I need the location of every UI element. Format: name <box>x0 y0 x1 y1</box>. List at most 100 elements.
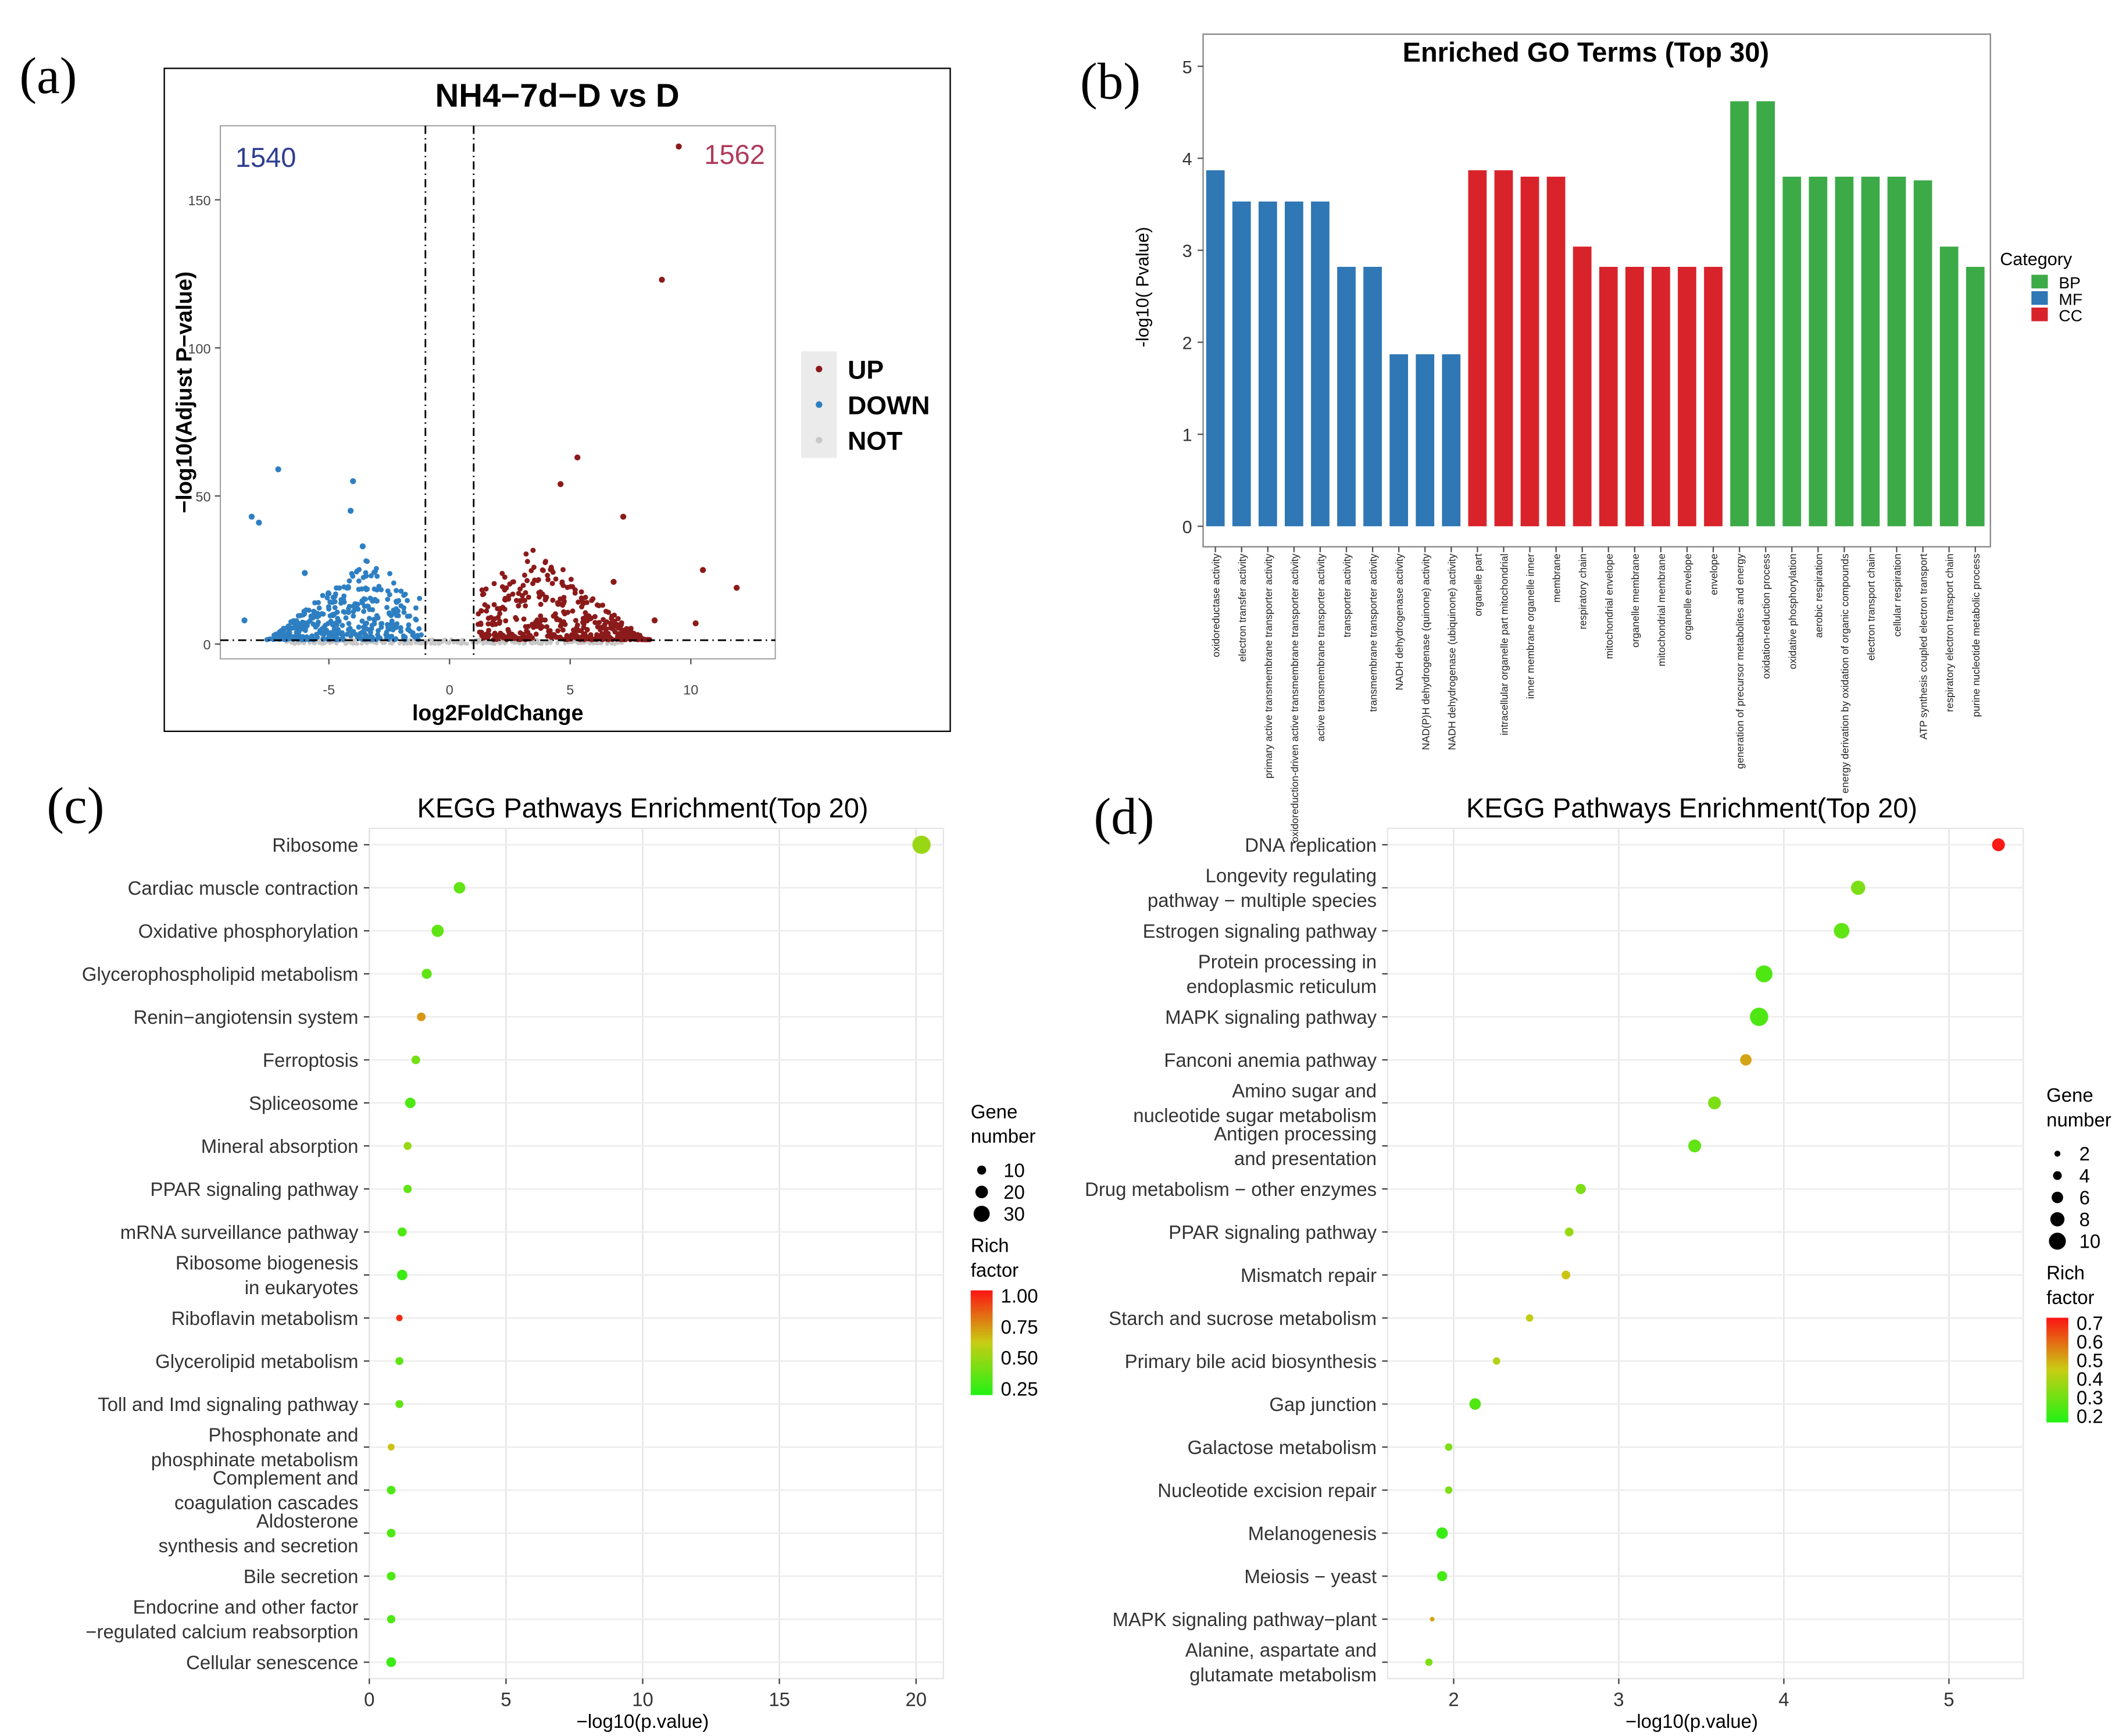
x-tick-label: purine nucleotide metabolic process <box>1970 553 1982 717</box>
size-legend-dot <box>977 1165 987 1175</box>
up-outlier-point <box>676 143 682 150</box>
pathway-dot <box>1469 1398 1481 1410</box>
down-point <box>295 633 301 638</box>
down-point <box>363 621 369 627</box>
down-point <box>394 608 400 613</box>
down-point <box>356 587 362 592</box>
x-tick-label: membrane <box>1551 553 1563 602</box>
y-tick-label: 3 <box>1182 241 1192 261</box>
down-point <box>370 598 376 604</box>
colorbar-segment <box>2046 1380 2068 1384</box>
pathway-dot <box>1750 1008 1768 1026</box>
pathway-dot <box>1708 1096 1721 1110</box>
down-point <box>366 616 372 621</box>
pathway-label: Melanogenesis <box>1248 1523 1377 1544</box>
colorbar-segment <box>2046 1335 2068 1339</box>
pathway-label-line: Ribosome biogenesis <box>176 1252 359 1274</box>
size-legend-label: 6 <box>2079 1187 2090 1208</box>
down-point <box>285 623 291 629</box>
colorbar-segment <box>2046 1333 2068 1337</box>
colorbar-segment <box>2046 1416 2068 1420</box>
y-tick-label: 0 <box>203 637 210 652</box>
up-point <box>478 620 484 626</box>
not-point <box>475 641 480 645</box>
not-point <box>312 641 316 645</box>
pathway-label-line: Melanogenesis <box>1248 1523 1377 1544</box>
colorbar-segment <box>2046 1354 2068 1358</box>
up-point <box>608 620 613 626</box>
colorbar-segment <box>2046 1388 2068 1392</box>
down-point <box>396 598 402 603</box>
pathway-label: Primary bile acid biosynthesis <box>1125 1351 1377 1372</box>
up-point <box>570 608 576 614</box>
up-point <box>510 579 516 585</box>
pathway-dot <box>396 1270 408 1281</box>
x-tick-label: intracellular organelle part mitochondri… <box>1499 553 1510 735</box>
x-tick-label: transporter activity <box>1341 553 1353 637</box>
not-point <box>323 641 327 645</box>
up-point <box>536 590 542 595</box>
pathway-label-line: Longevity regulating <box>1206 865 1377 887</box>
not-point <box>442 637 447 642</box>
down-point <box>332 605 338 610</box>
not-point <box>432 641 436 645</box>
pathway-dot <box>1755 965 1773 983</box>
up-point <box>545 577 551 583</box>
up-point <box>638 634 644 640</box>
up-point <box>561 600 567 606</box>
down-outlier-point <box>248 513 255 520</box>
down-point <box>305 620 310 626</box>
pathway-label-line: Fanconi anemia pathway <box>1164 1049 1377 1071</box>
size-legend-dot <box>2053 1171 2062 1180</box>
dot-plot-area <box>1387 827 2024 1680</box>
up-point <box>537 594 542 600</box>
pathway-label-line: phosphinate metabolism <box>151 1449 359 1470</box>
pathway-dot <box>421 969 432 979</box>
down-point <box>351 613 356 619</box>
not-point <box>365 641 369 645</box>
go-bar <box>1311 201 1330 527</box>
pathway-label: Drug metabolism − other enzymes <box>1085 1178 1377 1200</box>
up-point <box>588 636 594 642</box>
up-point <box>550 598 556 603</box>
up-point <box>534 623 539 629</box>
not-point <box>536 641 541 646</box>
up-point <box>523 603 528 609</box>
up-point <box>520 583 526 588</box>
up-outlier-point <box>610 578 617 585</box>
pathway-label-line: synthesis and secretion <box>159 1535 359 1556</box>
go-bar <box>1442 354 1461 527</box>
pathway-label: Longevity regulating pathway − multiple s… <box>1148 865 1377 911</box>
x-tick-label: energy derivation by oxidation of organi… <box>1839 553 1850 794</box>
up-point <box>524 559 530 565</box>
pathway-label-line: Gap junction <box>1269 1394 1377 1415</box>
not-point <box>555 640 560 645</box>
down-point <box>417 595 423 601</box>
pathway-label: Cellular senescence <box>186 1652 358 1673</box>
size-legend-dot <box>975 1185 988 1199</box>
down-point <box>402 591 408 597</box>
color-legend-label: 0.3 <box>2077 1387 2103 1409</box>
pathway-label-line: Meiosis − yeast <box>1244 1566 1377 1587</box>
down-point <box>310 621 316 627</box>
up-point <box>530 621 535 627</box>
up-outlier-point <box>699 567 706 573</box>
up-point <box>551 613 556 619</box>
x-tick-label: 15 <box>769 1688 790 1710</box>
pathway-dot <box>405 1098 416 1109</box>
not-point <box>317 641 321 645</box>
x-tick-label: 10 <box>632 1688 653 1710</box>
go-bar <box>1652 266 1670 527</box>
up-point <box>592 620 598 626</box>
x-axis-label: log2FoldChange <box>412 701 584 725</box>
up-point <box>584 627 590 633</box>
colorbar-segment <box>970 1321 993 1325</box>
up-point <box>481 591 487 597</box>
pathway-label-line: PPAR signaling pathway <box>151 1178 359 1200</box>
up-point <box>622 634 628 640</box>
colorbar-segment <box>2046 1377 2068 1381</box>
up-point <box>497 619 503 624</box>
up-count: 1562 <box>704 139 765 170</box>
down-point <box>298 613 303 619</box>
x-tick-label: 20 <box>905 1688 927 1710</box>
